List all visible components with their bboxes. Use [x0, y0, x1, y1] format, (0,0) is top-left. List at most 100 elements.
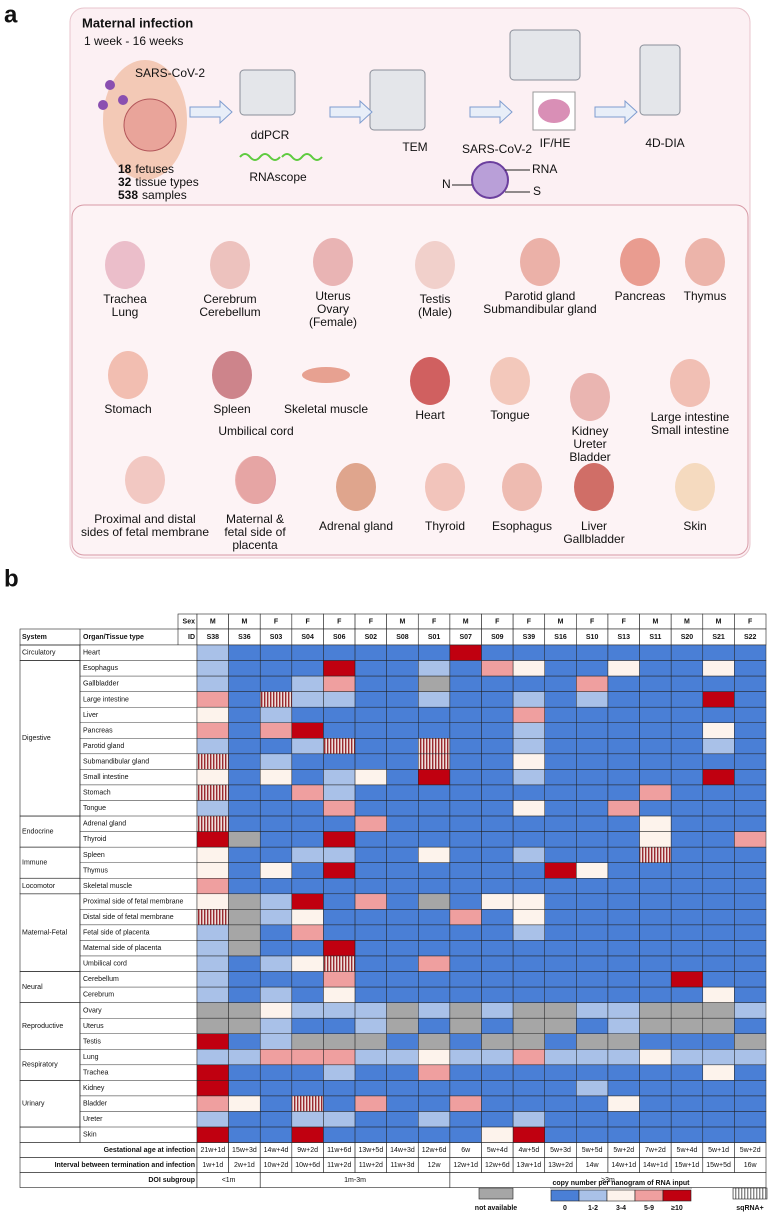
- heat-cell: [323, 846, 356, 863]
- heat-cell: [670, 846, 704, 863]
- heat-cell: [734, 753, 767, 770]
- heat-cell: [544, 800, 577, 817]
- heat-cell: [259, 644, 293, 661]
- heat-cell: [386, 924, 419, 941]
- heat-cell: [259, 1064, 293, 1081]
- info-label: 14w+1d: [611, 1162, 636, 1169]
- sex-label: F: [274, 618, 279, 625]
- heat-cell: [639, 660, 672, 677]
- heat-cell: [702, 1111, 735, 1128]
- info-label: 16w: [744, 1162, 758, 1169]
- heat-cell: [449, 878, 482, 895]
- organ-label: Bladder: [569, 450, 610, 464]
- virus-icon: [105, 80, 115, 90]
- organ-icon: [490, 357, 530, 405]
- heat-cell: [323, 1049, 356, 1066]
- heat-cell: [196, 706, 229, 724]
- heat-cell: [354, 722, 387, 739]
- heat-cell: [259, 1080, 293, 1097]
- heat-cell: [259, 955, 293, 972]
- info-label: 12w+6d: [485, 1162, 510, 1169]
- heat-cell: [291, 846, 324, 863]
- heat-cell: [607, 940, 640, 957]
- heat-cell: [386, 1126, 419, 1143]
- heat-cell: [259, 846, 293, 863]
- heat-cell: [512, 1002, 545, 1019]
- heat-cell: [259, 909, 293, 926]
- heat-cell: [354, 800, 387, 817]
- heat-cell: [734, 1126, 767, 1143]
- organ-label: Kidney: [572, 424, 609, 438]
- organ-label: Lung: [83, 1054, 99, 1061]
- heat-cell: [702, 675, 735, 692]
- heat-cell: [702, 644, 735, 661]
- heat-cell: [639, 831, 672, 848]
- heat-cell: [323, 831, 356, 848]
- heat-cell: [196, 675, 229, 692]
- heat-cell: [449, 738, 482, 755]
- heat-cell: [576, 706, 609, 724]
- heat-cell: [702, 660, 735, 677]
- heat-cell: [544, 706, 577, 724]
- stat-number: 18: [118, 162, 132, 176]
- heat-cell: [481, 1033, 514, 1050]
- heat-cell: [228, 971, 261, 988]
- heat-cell: [386, 1002, 419, 1019]
- heat-cell: [734, 955, 767, 972]
- heat-cell: [639, 1064, 672, 1081]
- heat-cell: [702, 909, 735, 926]
- heat-cell: [386, 738, 419, 755]
- heat-cell: [481, 738, 514, 755]
- organ-label: fetal side of: [224, 525, 286, 539]
- heat-cell: [196, 769, 229, 786]
- doi-cell: [449, 1172, 767, 1188]
- heat-cell: [228, 878, 261, 895]
- heat-cell: [702, 815, 735, 832]
- heat-cell: [512, 800, 545, 817]
- heat-cell: [449, 1080, 482, 1097]
- info-label: 14w+1d: [643, 1162, 668, 1169]
- heat-cell: [639, 675, 672, 692]
- heat-cell: [670, 893, 704, 910]
- heat-cell: [544, 691, 577, 708]
- heat-cell: [639, 1049, 672, 1066]
- legend-label: 0: [563, 1205, 567, 1212]
- heat-cell: [196, 722, 229, 739]
- tissue: [538, 99, 570, 123]
- heat-cell: [291, 660, 324, 677]
- heat-cell: [291, 862, 324, 879]
- heat-cell: [196, 831, 229, 848]
- heat-cell: [576, 1064, 609, 1081]
- legend-swatch: [478, 1187, 514, 1200]
- heat-cell: [639, 1002, 672, 1019]
- heat-cell: [639, 940, 672, 957]
- heat-cell: [228, 753, 261, 770]
- heat-cell: [323, 924, 356, 941]
- heat-cell: [449, 955, 482, 972]
- heat-cell: [228, 940, 261, 957]
- heat-cell: [354, 1080, 387, 1097]
- heat-cell: [702, 722, 735, 739]
- heat-cell: [291, 878, 324, 895]
- organ-icon: [620, 238, 660, 286]
- heat-cell: [702, 862, 735, 879]
- heat-cell: [481, 769, 514, 786]
- heat-cell: [670, 769, 704, 786]
- info-label: 11w+6d: [327, 1147, 351, 1154]
- heat-cell: [670, 1095, 704, 1112]
- heat-cell: [323, 753, 356, 770]
- heat-cell: [259, 1111, 293, 1128]
- heat-cell: [607, 815, 640, 832]
- heat-cell: [354, 1126, 387, 1143]
- heat-cell: [196, 893, 229, 910]
- heat-cell: [386, 940, 419, 957]
- heat-cell: [386, 800, 419, 817]
- heat-cell: [734, 831, 767, 848]
- stat: 18 fetuses: [118, 162, 174, 176]
- info-label: 14w+4d: [264, 1147, 289, 1154]
- heat-cell: [259, 784, 293, 801]
- system-label: Circulatory: [22, 650, 56, 657]
- heat-cell: [386, 1064, 419, 1081]
- heat-cell: [607, 784, 640, 801]
